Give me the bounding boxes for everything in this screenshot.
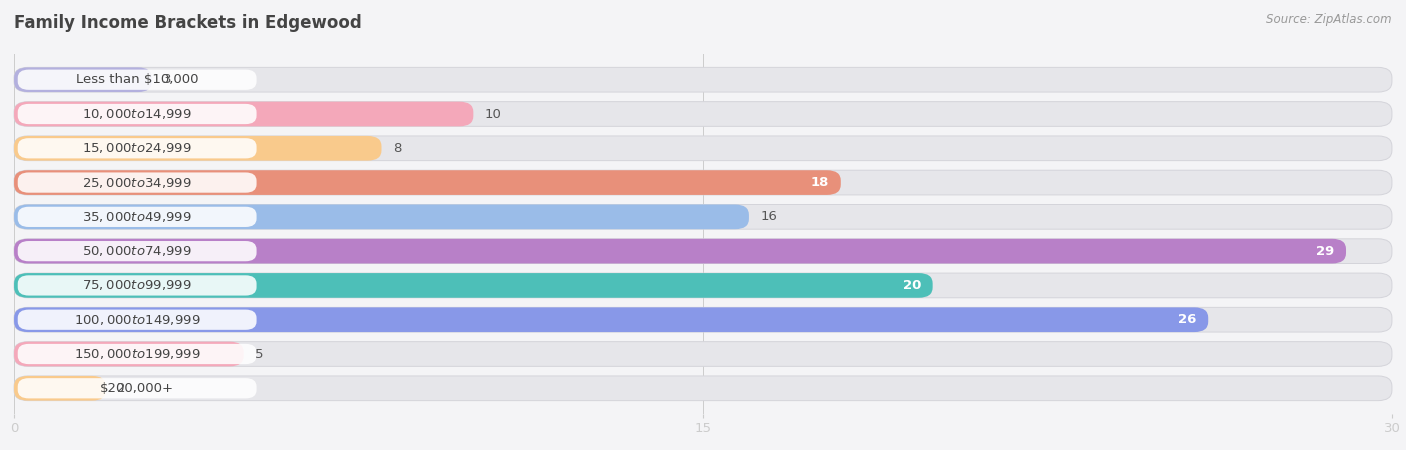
Text: 10: 10 bbox=[485, 108, 502, 121]
FancyBboxPatch shape bbox=[14, 273, 932, 298]
Text: 8: 8 bbox=[394, 142, 401, 155]
Text: $200,000+: $200,000+ bbox=[100, 382, 174, 395]
Text: 26: 26 bbox=[1178, 313, 1197, 326]
FancyBboxPatch shape bbox=[18, 138, 256, 158]
Text: $75,000 to $99,999: $75,000 to $99,999 bbox=[83, 279, 193, 292]
Text: 18: 18 bbox=[811, 176, 830, 189]
FancyBboxPatch shape bbox=[14, 342, 243, 366]
Text: Source: ZipAtlas.com: Source: ZipAtlas.com bbox=[1267, 14, 1392, 27]
FancyBboxPatch shape bbox=[18, 207, 256, 227]
Text: 2: 2 bbox=[118, 382, 127, 395]
FancyBboxPatch shape bbox=[14, 136, 1392, 161]
Text: 29: 29 bbox=[1316, 245, 1334, 258]
FancyBboxPatch shape bbox=[14, 376, 1392, 400]
FancyBboxPatch shape bbox=[18, 104, 256, 124]
Text: $100,000 to $149,999: $100,000 to $149,999 bbox=[75, 313, 201, 327]
FancyBboxPatch shape bbox=[18, 378, 256, 398]
Text: 5: 5 bbox=[256, 347, 264, 360]
FancyBboxPatch shape bbox=[14, 204, 1392, 229]
FancyBboxPatch shape bbox=[18, 310, 256, 330]
FancyBboxPatch shape bbox=[14, 68, 152, 92]
FancyBboxPatch shape bbox=[14, 342, 1392, 366]
Text: $25,000 to $34,999: $25,000 to $34,999 bbox=[83, 176, 193, 189]
FancyBboxPatch shape bbox=[14, 170, 1392, 195]
Text: 16: 16 bbox=[761, 210, 778, 223]
Text: 3: 3 bbox=[163, 73, 172, 86]
FancyBboxPatch shape bbox=[14, 204, 749, 229]
FancyBboxPatch shape bbox=[14, 68, 1392, 92]
Text: $10,000 to $14,999: $10,000 to $14,999 bbox=[83, 107, 193, 121]
Text: $15,000 to $24,999: $15,000 to $24,999 bbox=[83, 141, 193, 155]
FancyBboxPatch shape bbox=[14, 239, 1392, 264]
FancyBboxPatch shape bbox=[18, 344, 256, 364]
Text: $50,000 to $74,999: $50,000 to $74,999 bbox=[83, 244, 193, 258]
Text: 20: 20 bbox=[903, 279, 921, 292]
FancyBboxPatch shape bbox=[14, 239, 1346, 264]
Text: $35,000 to $49,999: $35,000 to $49,999 bbox=[83, 210, 193, 224]
FancyBboxPatch shape bbox=[14, 307, 1208, 332]
FancyBboxPatch shape bbox=[18, 241, 256, 261]
Text: $150,000 to $199,999: $150,000 to $199,999 bbox=[75, 347, 201, 361]
FancyBboxPatch shape bbox=[18, 275, 256, 296]
Text: Less than $10,000: Less than $10,000 bbox=[76, 73, 198, 86]
FancyBboxPatch shape bbox=[14, 273, 1392, 298]
FancyBboxPatch shape bbox=[14, 102, 474, 126]
FancyBboxPatch shape bbox=[14, 376, 105, 400]
FancyBboxPatch shape bbox=[14, 307, 1392, 332]
Text: Family Income Brackets in Edgewood: Family Income Brackets in Edgewood bbox=[14, 14, 361, 32]
FancyBboxPatch shape bbox=[14, 136, 381, 161]
FancyBboxPatch shape bbox=[14, 102, 1392, 126]
FancyBboxPatch shape bbox=[18, 172, 256, 193]
FancyBboxPatch shape bbox=[14, 170, 841, 195]
FancyBboxPatch shape bbox=[18, 70, 256, 90]
